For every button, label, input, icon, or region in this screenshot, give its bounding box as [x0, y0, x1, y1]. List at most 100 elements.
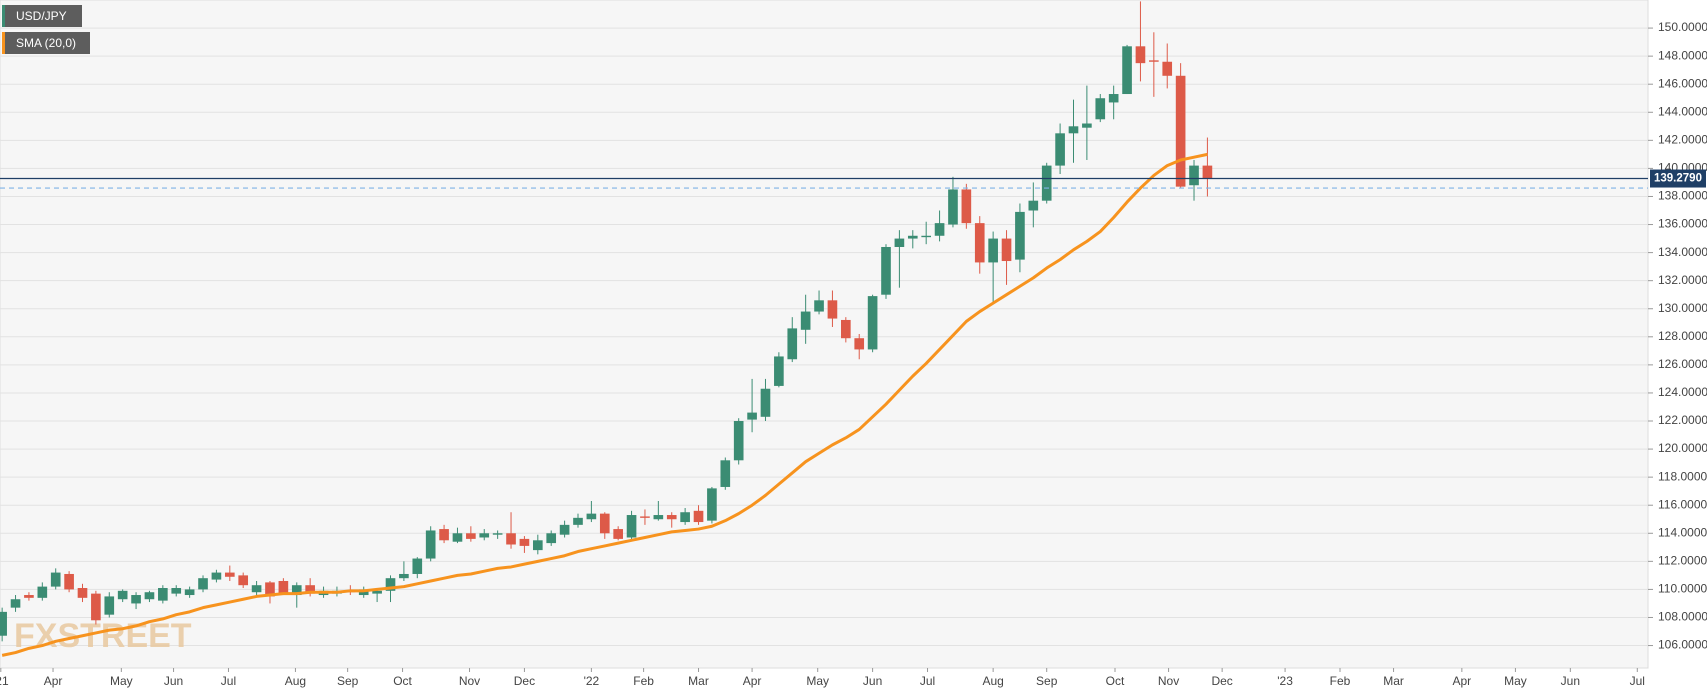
- candle-body: [934, 223, 945, 236]
- y-tick-label: 150.0000: [1658, 20, 1707, 34]
- sma-line: [1, 152, 1208, 657]
- y-tick-label: 118.0000: [1658, 469, 1707, 483]
- candle-body: [24, 595, 34, 598]
- legend-label: USD/JPY: [16, 9, 67, 23]
- candle-body: [546, 533, 557, 544]
- x-tick-label: Sep: [1036, 674, 1058, 688]
- marks: [0, 1, 1648, 657]
- candle-body: [50, 572, 61, 587]
- candle-body: [291, 585, 302, 596]
- candle-body: [787, 328, 798, 360]
- y-tick-label: 128.0000: [1658, 329, 1707, 343]
- candle-body: [881, 246, 891, 295]
- candle-body: [0, 611, 7, 636]
- candle-body: [158, 588, 168, 601]
- x-tick-label: Jun: [1561, 674, 1580, 688]
- candle-body: [506, 533, 516, 545]
- candle-body: [238, 575, 249, 586]
- y-tick-label: 136.0000: [1658, 217, 1707, 231]
- x-tick-label: Jul: [920, 674, 935, 688]
- candle-body: [131, 595, 141, 604]
- candle-body: [800, 311, 811, 330]
- y-tick-label: 124.0000: [1658, 385, 1707, 399]
- plot-area: [0, 0, 1649, 669]
- candle-body: [1189, 165, 1199, 186]
- y-tick-label: 110.0000: [1658, 582, 1707, 596]
- candle-body: [1108, 94, 1119, 103]
- y-tick-label: 116.0000: [1658, 497, 1707, 511]
- x-tick-label: Apr: [1453, 674, 1472, 688]
- y-tick-label: 126.0000: [1658, 357, 1707, 371]
- candle-body: [894, 238, 905, 247]
- candle-body: [171, 588, 182, 594]
- candle-body: [412, 558, 423, 574]
- x-tick-label: Dec: [514, 674, 535, 688]
- x-tick-label: Nov: [1158, 674, 1179, 688]
- candle-body: [278, 580, 289, 594]
- candle-body: [144, 592, 155, 600]
- legend: USD/JPY SMA (20,0): [2, 5, 90, 54]
- candle-body: [747, 412, 757, 420]
- candle-body: [1028, 200, 1039, 211]
- y-tick-label: 122.0000: [1658, 413, 1707, 427]
- candle-body: [653, 515, 664, 520]
- x-tick-label: May: [110, 674, 133, 688]
- candle-body: [1175, 75, 1186, 187]
- candle-body: [1082, 123, 1092, 128]
- y-tick-label: 120.0000: [1658, 441, 1707, 455]
- candle-body: [117, 590, 128, 600]
- candle-body: [559, 524, 570, 535]
- x-tick-label: May: [1504, 674, 1527, 688]
- x-tick-label: Apr: [44, 674, 63, 688]
- candle-body: [224, 572, 235, 577]
- y-tick-label: 108.0000: [1658, 610, 1707, 624]
- x-tick-label: Jul: [221, 674, 236, 688]
- candle-body: [104, 596, 115, 615]
- candle-body: [720, 460, 731, 487]
- candle-body: [640, 516, 650, 518]
- candle-body: [921, 235, 932, 238]
- candle-body: [532, 540, 543, 551]
- candle-body: [265, 582, 275, 597]
- last-price-label: 139.2790: [1654, 173, 1702, 185]
- y-tick-label: 146.0000: [1658, 76, 1707, 90]
- x-tick-label: Sep: [337, 674, 359, 688]
- y-tick-label: 148.0000: [1658, 48, 1707, 62]
- candle-body: [1055, 133, 1065, 166]
- candle-body: [452, 533, 463, 542]
- candle-body: [599, 513, 610, 534]
- x-tick-label: Aug: [982, 674, 1003, 688]
- y-tick-label: 112.0000: [1658, 554, 1707, 568]
- candle-body: [867, 296, 878, 350]
- legend-box: [2, 5, 82, 27]
- candle-body: [733, 421, 744, 461]
- x-tick-label: May: [806, 674, 829, 688]
- x-tick-label: '23: [1277, 674, 1293, 688]
- candle-body: [1001, 238, 1012, 262]
- candle-body: [948, 189, 958, 225]
- candle-body: [1149, 60, 1159, 62]
- y-tick-label: 142.0000: [1658, 133, 1707, 147]
- candle-body: [385, 578, 396, 591]
- candle-body: [907, 235, 918, 239]
- x-tick-label: Jul: [1630, 674, 1645, 688]
- legend-label: SMA (20,0): [16, 36, 76, 50]
- candle-body: [693, 510, 704, 523]
- candle-body: [1162, 61, 1173, 76]
- x-tick-label: Apr: [743, 674, 762, 688]
- y-tick-label: 114.0000: [1658, 525, 1707, 539]
- x-tick-label: Mar: [1383, 674, 1404, 688]
- candle-body: [372, 590, 382, 594]
- candle-body: [64, 573, 74, 590]
- candle-body: [399, 573, 409, 579]
- candle-body: [425, 530, 436, 559]
- candle-body: [305, 585, 315, 594]
- x-tick-label: '22: [584, 674, 600, 688]
- candle-body: [841, 319, 851, 339]
- grid: [0, 27, 1648, 647]
- candle-body: [988, 238, 998, 263]
- x-tick-label: Feb: [1330, 674, 1351, 688]
- candle-body: [37, 586, 48, 598]
